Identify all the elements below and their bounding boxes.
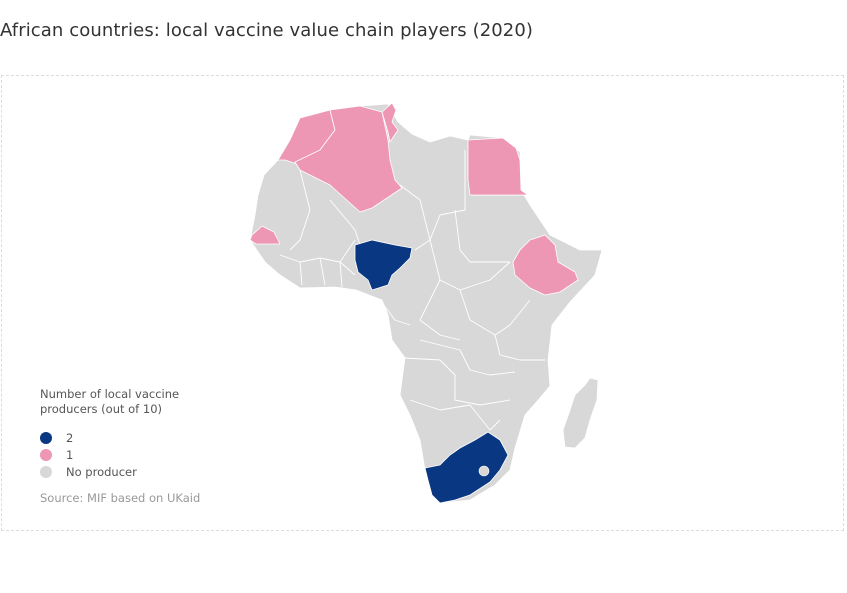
legend-title-line1: Number of local vaccine xyxy=(40,387,180,401)
country-ethiopia xyxy=(512,234,579,296)
page-title: African countries: local vaccine value c… xyxy=(0,20,534,41)
legend-title: Number of local vaccine producers (out o… xyxy=(40,387,210,417)
map-legend: Number of local vaccine producers (out o… xyxy=(40,387,210,480)
country-tunisia xyxy=(381,102,399,143)
legend-item-none: No producer xyxy=(40,463,210,480)
source-note: Source: MIF based on UKaid xyxy=(40,491,201,505)
country-senegal xyxy=(249,225,281,245)
legend-title-line2: producers (out of 10) xyxy=(40,402,163,416)
country-algeria xyxy=(294,105,403,213)
country-nigeria xyxy=(354,239,413,291)
legend-label-1: 1 xyxy=(66,447,74,462)
lesotho xyxy=(478,465,490,477)
legend-item-2: 2 xyxy=(40,429,210,446)
legend-swatch-1 xyxy=(40,448,52,461)
map-panel xyxy=(1,75,844,531)
africa-continent xyxy=(249,103,603,504)
legend-label-2: 2 xyxy=(66,430,74,445)
legend-label-none: No producer xyxy=(66,464,137,479)
legend-item-1: 1 xyxy=(40,446,210,463)
legend-swatch-2 xyxy=(40,431,52,444)
legend-swatch-none xyxy=(40,465,52,478)
madagascar xyxy=(562,377,599,449)
country-egypt xyxy=(467,137,529,196)
country-south-africa xyxy=(424,431,509,504)
